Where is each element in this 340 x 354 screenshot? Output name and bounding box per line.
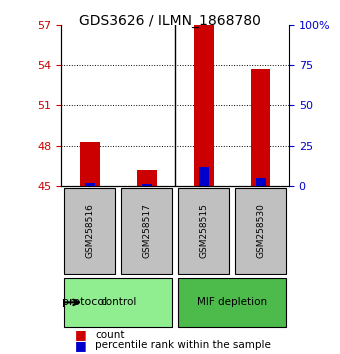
Bar bbox=[256, 178, 266, 186]
FancyBboxPatch shape bbox=[178, 278, 286, 326]
Bar bbox=[80, 142, 100, 186]
FancyBboxPatch shape bbox=[64, 278, 172, 326]
Text: protocol: protocol bbox=[62, 297, 107, 307]
Text: GSM258516: GSM258516 bbox=[85, 203, 94, 258]
Text: ■: ■ bbox=[75, 339, 87, 352]
Text: control: control bbox=[100, 297, 136, 307]
Text: count: count bbox=[95, 330, 125, 339]
FancyBboxPatch shape bbox=[178, 188, 229, 274]
Text: GSM258517: GSM258517 bbox=[142, 203, 151, 258]
Text: GDS3626 / ILMN_1868780: GDS3626 / ILMN_1868780 bbox=[79, 14, 261, 28]
Text: GSM258515: GSM258515 bbox=[199, 203, 208, 258]
FancyBboxPatch shape bbox=[121, 188, 172, 274]
Text: GSM258530: GSM258530 bbox=[256, 203, 265, 258]
Text: ■: ■ bbox=[75, 328, 87, 341]
Bar bbox=[85, 183, 95, 186]
FancyBboxPatch shape bbox=[235, 188, 286, 274]
FancyBboxPatch shape bbox=[64, 188, 115, 274]
Text: percentile rank within the sample: percentile rank within the sample bbox=[95, 340, 271, 350]
Bar bbox=[251, 69, 271, 186]
Text: MIF depletion: MIF depletion bbox=[197, 297, 267, 307]
Bar bbox=[142, 183, 152, 186]
Bar bbox=[193, 25, 214, 186]
Bar bbox=[199, 167, 208, 186]
Bar bbox=[137, 170, 157, 186]
